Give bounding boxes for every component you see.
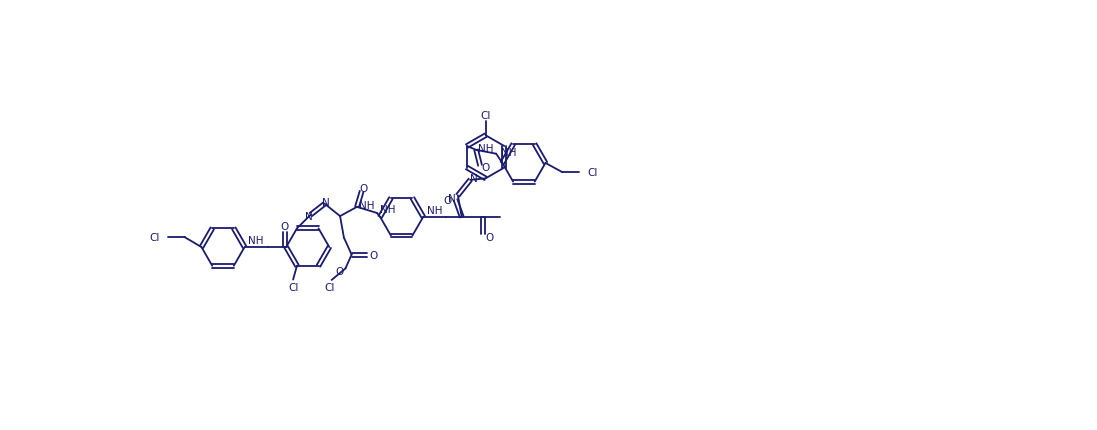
Text: N: N — [448, 194, 455, 204]
Text: NH: NH — [248, 236, 264, 246]
Text: Cl: Cl — [587, 168, 598, 178]
Text: Cl: Cl — [287, 282, 298, 292]
Text: NH: NH — [427, 206, 442, 215]
Text: NH: NH — [500, 148, 517, 158]
Text: O: O — [281, 222, 289, 232]
Text: O: O — [336, 266, 343, 276]
Text: NH: NH — [380, 205, 396, 215]
Text: N: N — [305, 212, 313, 221]
Text: Cl: Cl — [149, 233, 160, 243]
Text: O: O — [444, 196, 452, 206]
Text: NH: NH — [360, 201, 375, 211]
Text: Cl: Cl — [480, 111, 490, 121]
Text: O: O — [482, 163, 489, 172]
Text: Cl: Cl — [325, 282, 336, 292]
Text: N: N — [323, 198, 330, 208]
Text: O: O — [485, 232, 494, 242]
Text: O: O — [359, 184, 367, 194]
Text: N: N — [471, 174, 478, 184]
Text: O: O — [369, 250, 377, 260]
Text: NH: NH — [478, 144, 494, 154]
